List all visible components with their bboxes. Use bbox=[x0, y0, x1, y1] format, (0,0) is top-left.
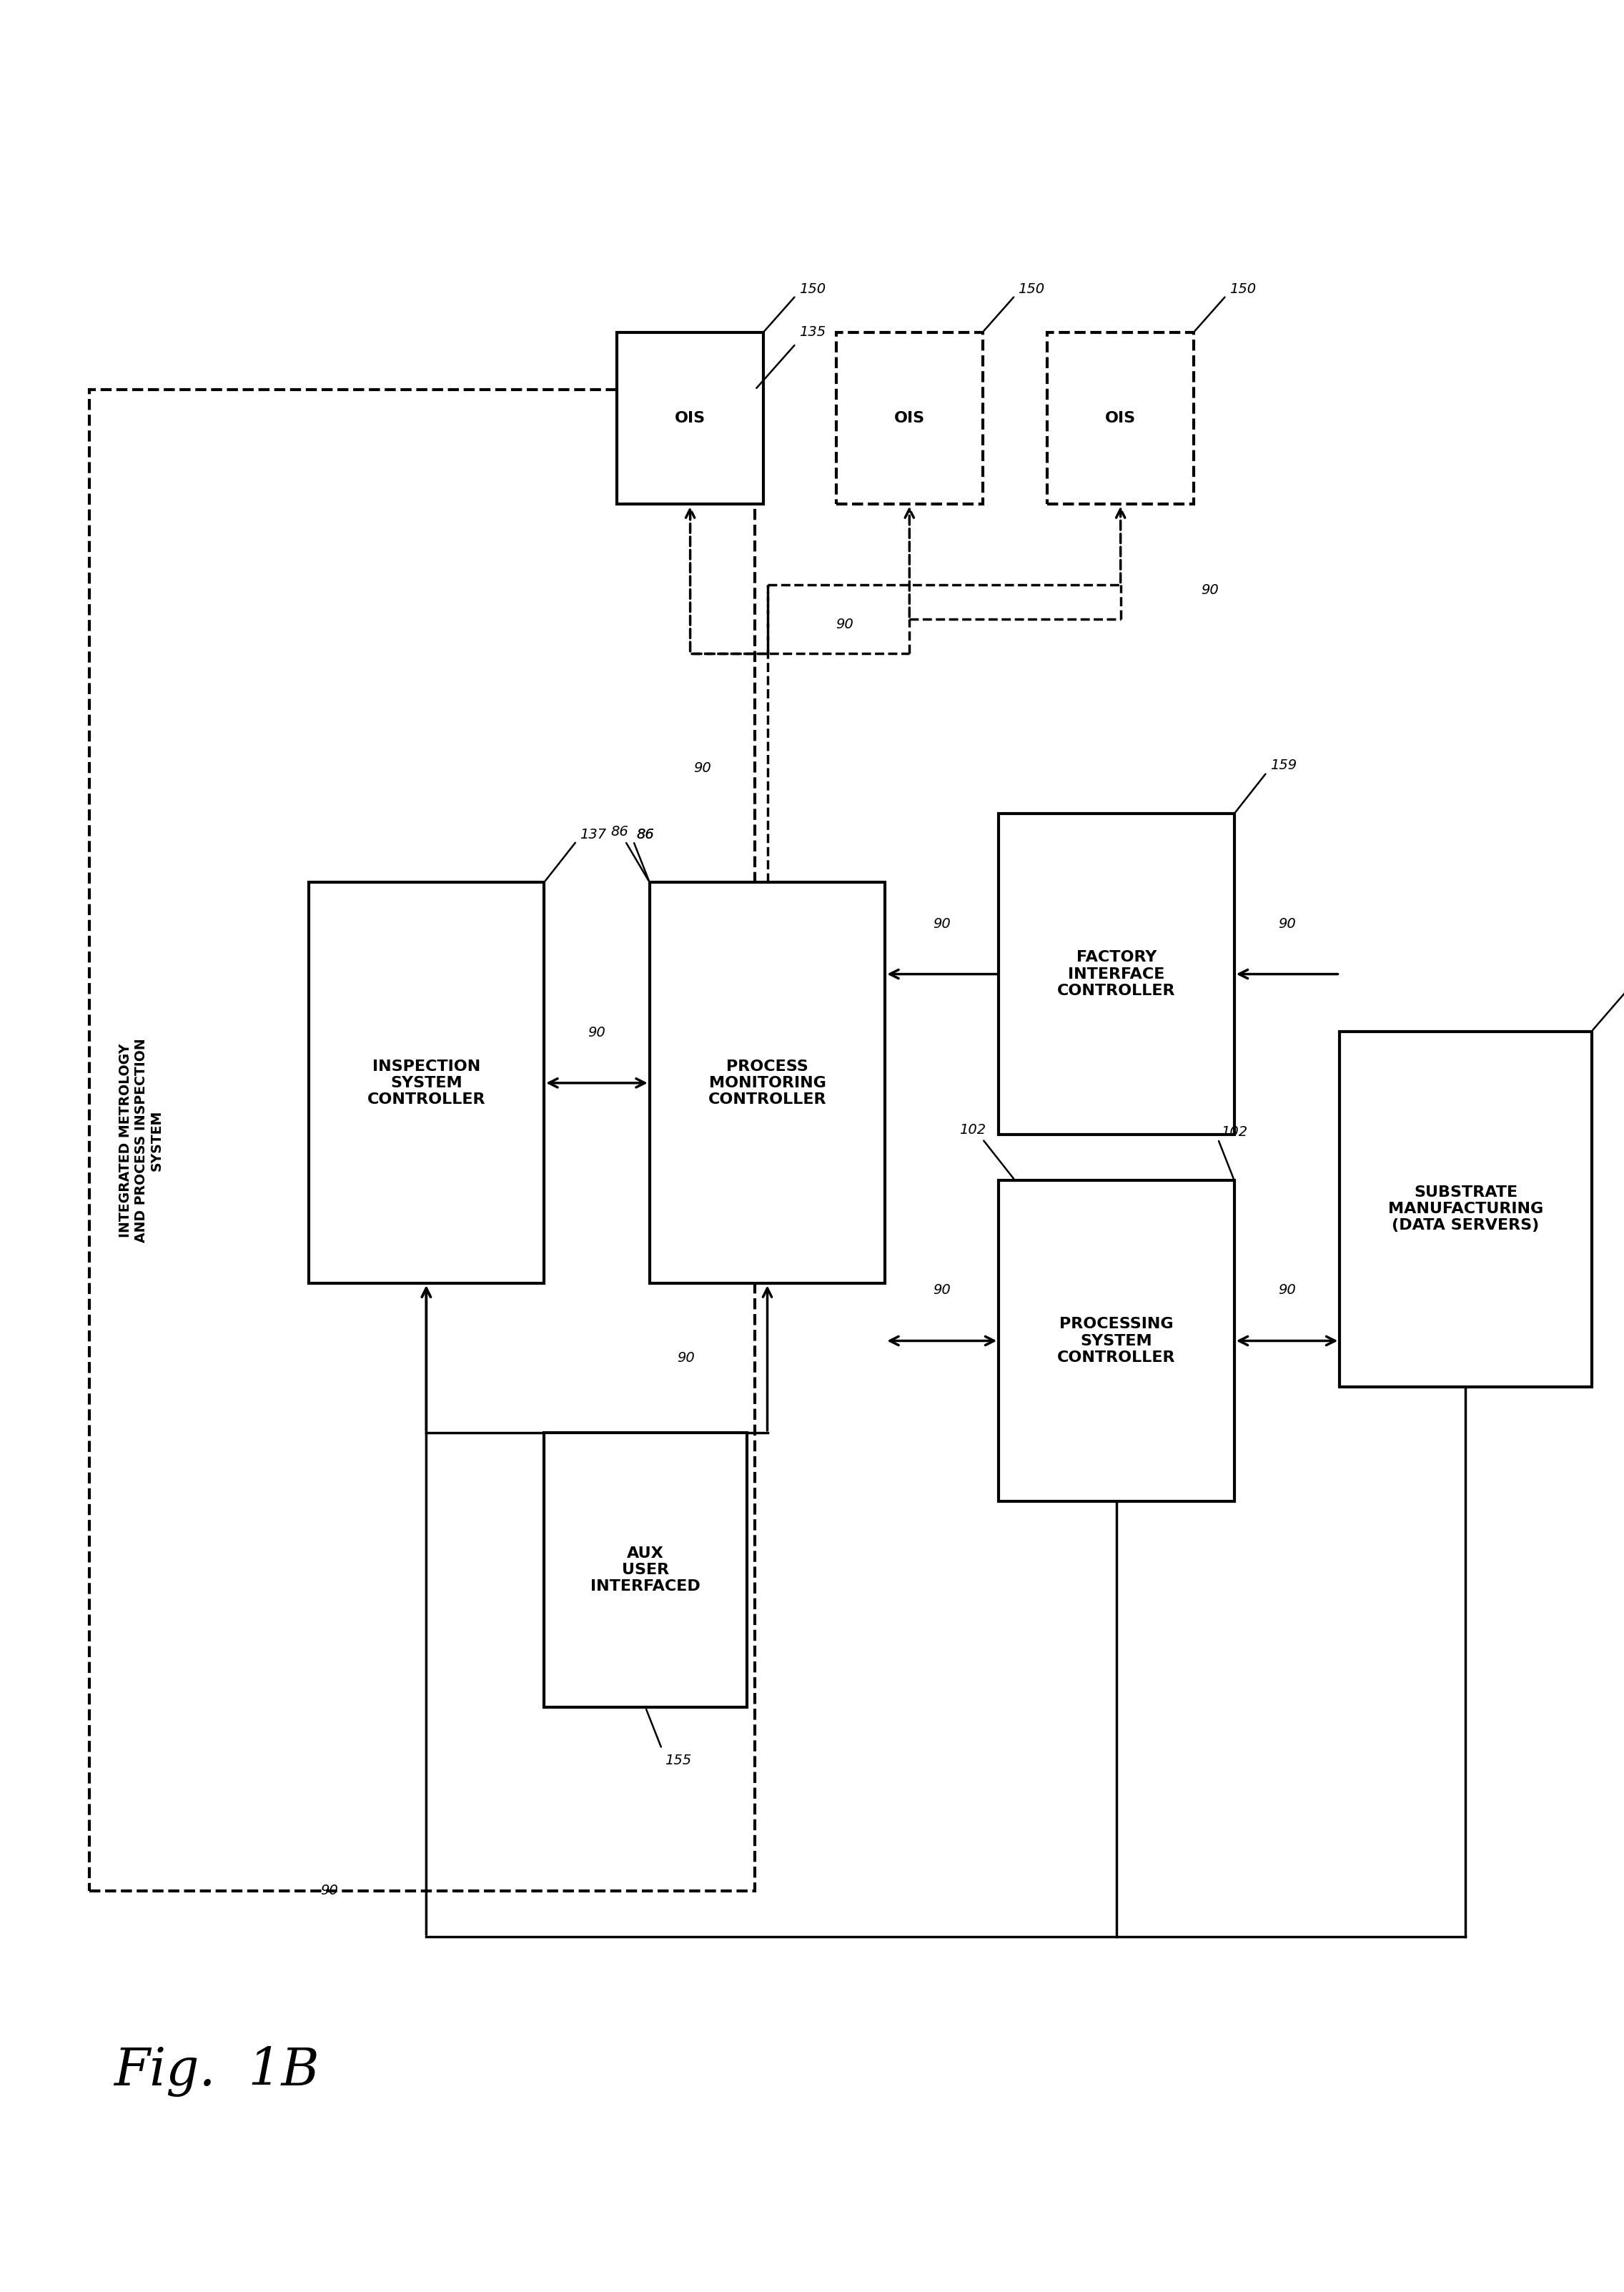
Text: 159: 159 bbox=[1270, 759, 1296, 772]
Text: 90: 90 bbox=[588, 1027, 606, 1038]
Text: 90: 90 bbox=[934, 1284, 950, 1297]
Text: OIS: OIS bbox=[895, 410, 924, 426]
Text: AUX
USER
INTERFACED: AUX USER INTERFACED bbox=[591, 1547, 700, 1593]
Bar bbox=[309, 882, 544, 1284]
Text: 90: 90 bbox=[320, 1884, 338, 1898]
Bar bbox=[617, 332, 763, 504]
Bar bbox=[650, 882, 885, 1284]
Text: OIS: OIS bbox=[676, 410, 705, 426]
Text: 102: 102 bbox=[960, 1123, 986, 1137]
Text: 90: 90 bbox=[934, 917, 950, 931]
Bar bbox=[999, 814, 1234, 1135]
Text: 102: 102 bbox=[1221, 1125, 1247, 1139]
Text: 150: 150 bbox=[1018, 282, 1044, 296]
Text: SUBSTRATE
MANUFACTURING
(DATA SERVERS): SUBSTRATE MANUFACTURING (DATA SERVERS) bbox=[1389, 1185, 1543, 1233]
Bar bbox=[999, 1180, 1234, 1501]
Text: 86: 86 bbox=[637, 827, 654, 841]
Text: 90: 90 bbox=[836, 619, 853, 630]
Text: 90: 90 bbox=[1202, 584, 1218, 596]
Text: OIS: OIS bbox=[1106, 410, 1135, 426]
Bar bbox=[89, 390, 755, 1891]
Text: 155: 155 bbox=[666, 1753, 692, 1767]
Bar bbox=[1340, 1031, 1592, 1387]
Text: 90: 90 bbox=[1278, 1284, 1296, 1297]
Text: INSPECTION
SYSTEM
CONTROLLER: INSPECTION SYSTEM CONTROLLER bbox=[367, 1059, 486, 1107]
Text: 135: 135 bbox=[799, 325, 825, 339]
Bar bbox=[836, 332, 983, 504]
Text: 86: 86 bbox=[637, 827, 654, 841]
Bar bbox=[544, 1432, 747, 1708]
Text: Fig.  1B: Fig. 1B bbox=[114, 2047, 320, 2097]
Text: 90: 90 bbox=[1278, 917, 1296, 931]
Text: 137: 137 bbox=[580, 827, 606, 841]
Text: FACTORY
INTERFACE
CONTROLLER: FACTORY INTERFACE CONTROLLER bbox=[1057, 951, 1176, 997]
Text: INTEGRATED METROLOGY
AND PROCESS INSPECTION
SYSTEM: INTEGRATED METROLOGY AND PROCESS INSPECT… bbox=[119, 1038, 164, 1242]
Bar bbox=[1047, 332, 1194, 504]
Text: PROCESS
MONITORING
CONTROLLER: PROCESS MONITORING CONTROLLER bbox=[708, 1059, 827, 1107]
Text: 86: 86 bbox=[611, 825, 628, 839]
Text: 90: 90 bbox=[677, 1352, 695, 1364]
Text: 150: 150 bbox=[1229, 282, 1255, 296]
Text: 90: 90 bbox=[693, 761, 711, 775]
Text: 150: 150 bbox=[799, 282, 825, 296]
Text: PROCESSING
SYSTEM
CONTROLLER: PROCESSING SYSTEM CONTROLLER bbox=[1057, 1318, 1176, 1364]
